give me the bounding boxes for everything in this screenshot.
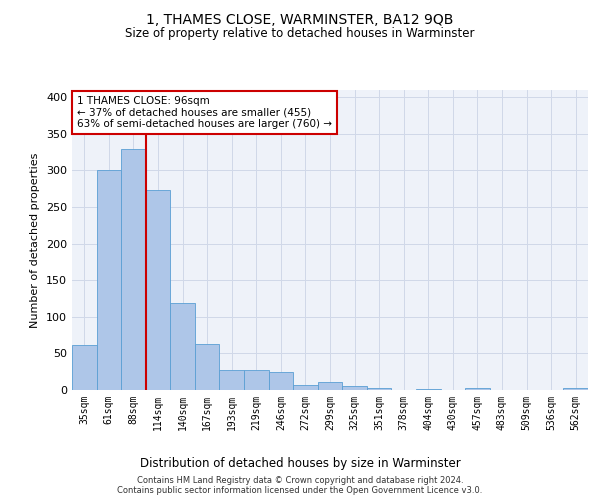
Bar	[269, 372, 293, 390]
Bar	[195, 344, 220, 390]
Y-axis label: Number of detached properties: Number of detached properties	[31, 152, 40, 328]
Bar	[293, 385, 318, 390]
Text: Size of property relative to detached houses in Warminster: Size of property relative to detached ho…	[125, 28, 475, 40]
Bar	[121, 148, 146, 390]
Bar	[318, 382, 342, 390]
Bar	[563, 388, 588, 390]
Bar	[342, 386, 367, 390]
Text: 1, THAMES CLOSE, WARMINSTER, BA12 9QB: 1, THAMES CLOSE, WARMINSTER, BA12 9QB	[146, 12, 454, 26]
Bar	[97, 170, 121, 390]
Bar	[72, 344, 97, 390]
Bar	[170, 303, 195, 390]
Bar	[367, 388, 391, 390]
Bar	[465, 388, 490, 390]
Bar	[146, 190, 170, 390]
Text: Contains HM Land Registry data © Crown copyright and database right 2024.
Contai: Contains HM Land Registry data © Crown c…	[118, 476, 482, 495]
Bar	[220, 370, 244, 390]
Bar	[244, 370, 269, 390]
Text: 1 THAMES CLOSE: 96sqm
← 37% of detached houses are smaller (455)
63% of semi-det: 1 THAMES CLOSE: 96sqm ← 37% of detached …	[77, 96, 332, 129]
Text: Distribution of detached houses by size in Warminster: Distribution of detached houses by size …	[140, 458, 460, 470]
